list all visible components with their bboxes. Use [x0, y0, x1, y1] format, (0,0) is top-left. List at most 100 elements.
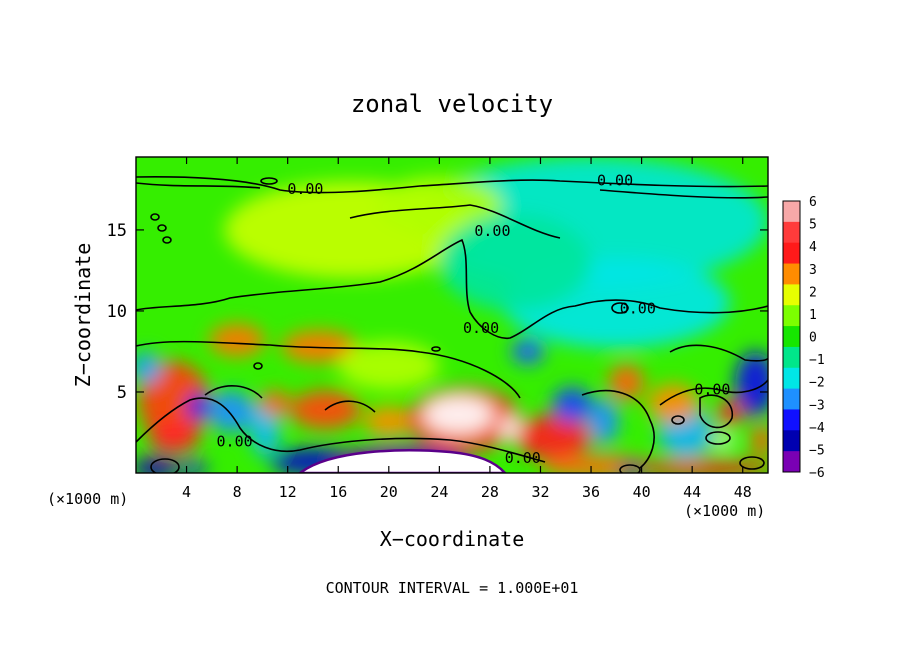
field-blob: [177, 461, 209, 473]
contour-loop: [705, 431, 731, 445]
field-blob: [717, 400, 743, 427]
colorbar-swatch: [783, 451, 800, 473]
colorbar: 6 5 4 3 2 1 0 −1 −2 −3 −4 −5 −6: [782, 195, 825, 481]
field-color-blobs: [136, 157, 768, 473]
x-unit-left: (×1000 m): [47, 490, 128, 508]
y-tick-label: 15: [107, 221, 127, 241]
colorbar-label: 2: [809, 285, 817, 300]
x-tick-label: 4: [182, 483, 191, 501]
colorbar-label: 1: [809, 308, 817, 323]
colorbar-label: −6: [809, 466, 825, 481]
colorbar-label: 6: [809, 195, 817, 210]
x-tick-label: 40: [633, 483, 651, 501]
contour-loop: [157, 224, 167, 232]
contour-interval-note: CONTOUR INTERVAL = 1.000E+01: [326, 579, 579, 597]
colorbar-swatch: [783, 326, 800, 348]
colorbar-swatch: [783, 305, 800, 327]
plot-frame: [135, 156, 769, 474]
contour-loop: [619, 464, 641, 473]
contour-loop: [671, 415, 685, 425]
contour-label: 0.00: [463, 319, 499, 337]
x-tick-label: 12: [279, 483, 297, 501]
field-blob: [735, 351, 768, 417]
colorbar-label: −3: [809, 398, 825, 413]
colorbar-swatch: [783, 430, 800, 452]
colorbar-label: −1: [809, 353, 825, 368]
field-blob: [186, 393, 212, 420]
x-tick-label: 36: [582, 483, 600, 501]
chart-title: zonal velocity: [351, 90, 553, 118]
contour-line: [136, 238, 768, 339]
colorbar-swatch: [783, 284, 800, 306]
contour-line: [324, 400, 376, 413]
y-tick-label: 5: [117, 383, 127, 403]
contour-loop: [739, 456, 765, 470]
contour-line: [349, 204, 561, 239]
contour-line: [136, 340, 521, 399]
contour-line: [669, 344, 768, 362]
x-tick-label: 28: [481, 483, 499, 501]
field-blob: [422, 395, 494, 435]
colorbar-swatch: [783, 242, 800, 265]
colorbar-label: −2: [809, 376, 825, 391]
contour-loop: [431, 346, 441, 352]
contour-loop: [150, 213, 160, 221]
field-blob: [209, 323, 265, 357]
field-blob: [647, 383, 699, 423]
contour-loop: [162, 236, 172, 244]
contour-line: [136, 397, 546, 463]
contour-loop: [253, 362, 263, 370]
contour-line: [599, 189, 768, 199]
x-unit-right: (×1000 m): [684, 502, 765, 520]
contour-loop: [611, 302, 629, 314]
field-blob: [259, 390, 291, 417]
field-blob: [751, 424, 768, 457]
field-blob: [338, 341, 440, 391]
colorbar-swatch: [783, 367, 800, 390]
contour-line: [204, 384, 263, 399]
contour-loop: [150, 458, 180, 473]
colorbar-label: 3: [809, 263, 817, 278]
contour-labels: 0.00 0.00 0.00 0.00 0.00 0.00 0.00 0.00: [217, 172, 731, 467]
field-blob: [136, 351, 162, 384]
y-axis-label: Z−coordinate: [71, 243, 95, 388]
field-blob: [148, 421, 200, 454]
contour-line: [699, 394, 733, 429]
x-tick-label: 16: [329, 483, 347, 501]
field-blob: [551, 387, 593, 423]
contour-label: 0.00: [474, 222, 510, 240]
x-axis-label: X−coordinate: [380, 527, 525, 551]
contour-label: 0.00: [694, 381, 730, 399]
x-tick-label: 44: [683, 483, 701, 501]
colorbar-label: 5: [809, 218, 817, 233]
colorbar-swatch: [783, 409, 800, 431]
contour-label: 0.00: [287, 180, 323, 198]
colorbar-swatch: [783, 346, 800, 369]
colorbar-swatch: [783, 263, 800, 285]
x-axis-ticks: 4 8 12 16 20 24 28 32 36 40 44 48: [182, 157, 752, 501]
field-blob: [635, 460, 768, 473]
y-axis-ticks: 5 10 15: [107, 221, 768, 403]
contour-line: [136, 182, 261, 189]
colorbar-label: 0: [809, 331, 817, 346]
contour-label: 0.00: [597, 172, 633, 190]
colorbar-label: −4: [809, 421, 825, 436]
x-tick-label: 24: [430, 483, 448, 501]
contour-line: [136, 176, 768, 194]
field-blob: [363, 406, 415, 436]
field-blob: [588, 398, 619, 444]
x-tick-label: 32: [531, 483, 549, 501]
field-blob: [136, 456, 178, 473]
x-tick-label: 20: [380, 483, 398, 501]
colorbar-frame: [782, 200, 801, 473]
field-blob: [208, 390, 254, 433]
colorbar-swatch: [783, 221, 800, 244]
field-blob: [712, 434, 736, 448]
contour-line: [659, 379, 768, 406]
x-tick-label: 48: [734, 483, 752, 501]
contour-label: 0.00: [217, 433, 253, 451]
contour-loop: [260, 177, 278, 185]
field-blob: [281, 330, 358, 363]
colorbar-swatch: [783, 388, 800, 410]
